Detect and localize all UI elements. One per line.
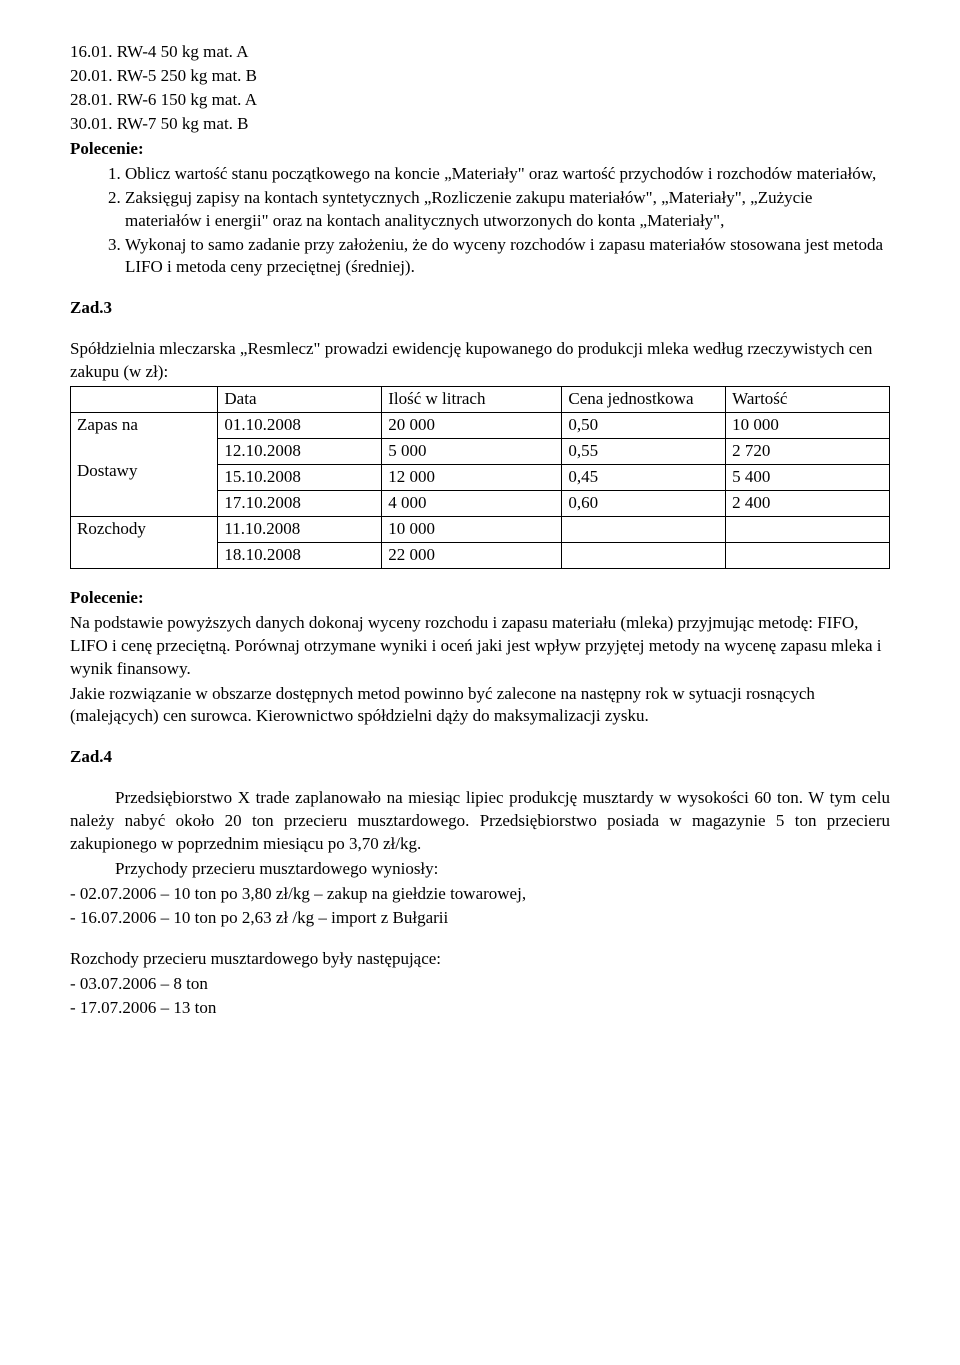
table-cell: 12.10.2008 — [218, 439, 382, 465]
zad4-heading: Zad.4 — [70, 746, 890, 769]
table-cell: 01.10.2008 — [218, 413, 382, 439]
table-cell — [726, 542, 890, 568]
zad4-rozchody-label: Rozchody przecieru musztardowego były na… — [70, 948, 890, 971]
table-cell: 5 400 — [726, 465, 890, 491]
przychody-item: - 16.07.2006 – 10 ton po 2,63 zł /kg – i… — [70, 907, 890, 930]
table-cell: 4 000 — [382, 490, 562, 516]
table-cell: 20 000 — [382, 413, 562, 439]
table-cell: 0,45 — [562, 465, 726, 491]
table-cell: 5 000 — [382, 439, 562, 465]
instructions-list-1: Oblicz wartość stanu początkowego na kon… — [70, 163, 890, 280]
cell-text: Zapas na — [77, 415, 138, 434]
table-cell — [562, 516, 726, 542]
table-cell — [562, 542, 726, 568]
table-cell: 10 000 — [726, 413, 890, 439]
polecenie-block-2: Polecenie: Na podstawie powyższych danyc… — [70, 587, 890, 729]
polecenie-text-2a: Na podstawie powyższych danych dokonaj w… — [70, 612, 890, 681]
stock-line: 28.01. RW-6 150 kg mat. A — [70, 89, 890, 112]
table-cell — [726, 516, 890, 542]
polecenie-label-2: Polecenie: — [70, 587, 890, 610]
zad4-przychody-label: Przychody przecieru musztardowego wynios… — [70, 858, 890, 881]
stock-line: 16.01. RW-4 50 kg mat. A — [70, 41, 890, 64]
table-header: Cena jednostkowa — [562, 387, 726, 413]
instruction-item: Zaksięguj zapisy na kontach syntetycznyc… — [125, 187, 890, 233]
table-cell: 0,60 — [562, 490, 726, 516]
zad4-para1: Przedsiębiorstwo X trade zaplanowało na … — [70, 787, 890, 856]
table-cell: 12 000 — [382, 465, 562, 491]
table-row: Zapas na Dostawy 01.10.2008 20 000 0,50 … — [71, 413, 890, 439]
stock-lines-block: 16.01. RW-4 50 kg mat. A 20.01. RW-5 250… — [70, 41, 890, 136]
table-header: Ilość w litrach — [382, 387, 562, 413]
table-cell: 15.10.2008 — [218, 465, 382, 491]
przychody-item: - 02.07.2006 – 10 ton po 3,80 zł/kg – za… — [70, 883, 890, 906]
cell-text: Dostawy — [77, 461, 137, 480]
table-header-row: Data Ilość w litrach Cena jednostkowa Wa… — [71, 387, 890, 413]
table-cell: 22 000 — [382, 542, 562, 568]
table-header: Wartość — [726, 387, 890, 413]
stock-line: 20.01. RW-5 250 kg mat. B — [70, 65, 890, 88]
rozchody-item: - 03.07.2006 – 8 ton — [70, 973, 890, 996]
instruction-item: Wykonaj to samo zadanie przy założeniu, … — [125, 234, 890, 280]
table-header — [71, 387, 218, 413]
instruction-item: Oblicz wartość stanu początkowego na kon… — [125, 163, 890, 186]
milk-table: Data Ilość w litrach Cena jednostkowa Wa… — [70, 386, 890, 569]
rozchody-item: - 17.07.2006 – 13 ton — [70, 997, 890, 1020]
table-header: Data — [218, 387, 382, 413]
table-cell: 11.10.2008 — [218, 516, 382, 542]
table-cell: 17.10.2008 — [218, 490, 382, 516]
stock-line: 30.01. RW-7 50 kg mat. B — [70, 113, 890, 136]
table-cell: 2 400 — [726, 490, 890, 516]
table-cell: 2 720 — [726, 439, 890, 465]
table-cell: 10 000 — [382, 516, 562, 542]
polecenie-text-2b: Jakie rozwiązanie w obszarze dostępnych … — [70, 683, 890, 729]
table-cell: 0,55 — [562, 439, 726, 465]
table-cell: 0,50 — [562, 413, 726, 439]
table-cell: 18.10.2008 — [218, 542, 382, 568]
zad3-intro: Spółdzielnia mleczarska „Resmlecz" prowa… — [70, 338, 890, 384]
zad4-przychody-list: - 02.07.2006 – 10 ton po 3,80 zł/kg – za… — [70, 883, 890, 930]
polecenie-label-1: Polecenie: — [70, 138, 890, 161]
table-cell-label: Rozchody — [71, 516, 218, 568]
zad3-heading: Zad.3 — [70, 297, 890, 320]
table-row: Rozchody 11.10.2008 10 000 — [71, 516, 890, 542]
table-cell-label: Zapas na Dostawy — [71, 413, 218, 517]
zad4-rozchody-list: - 03.07.2006 – 8 ton - 17.07.2006 – 13 t… — [70, 973, 890, 1020]
